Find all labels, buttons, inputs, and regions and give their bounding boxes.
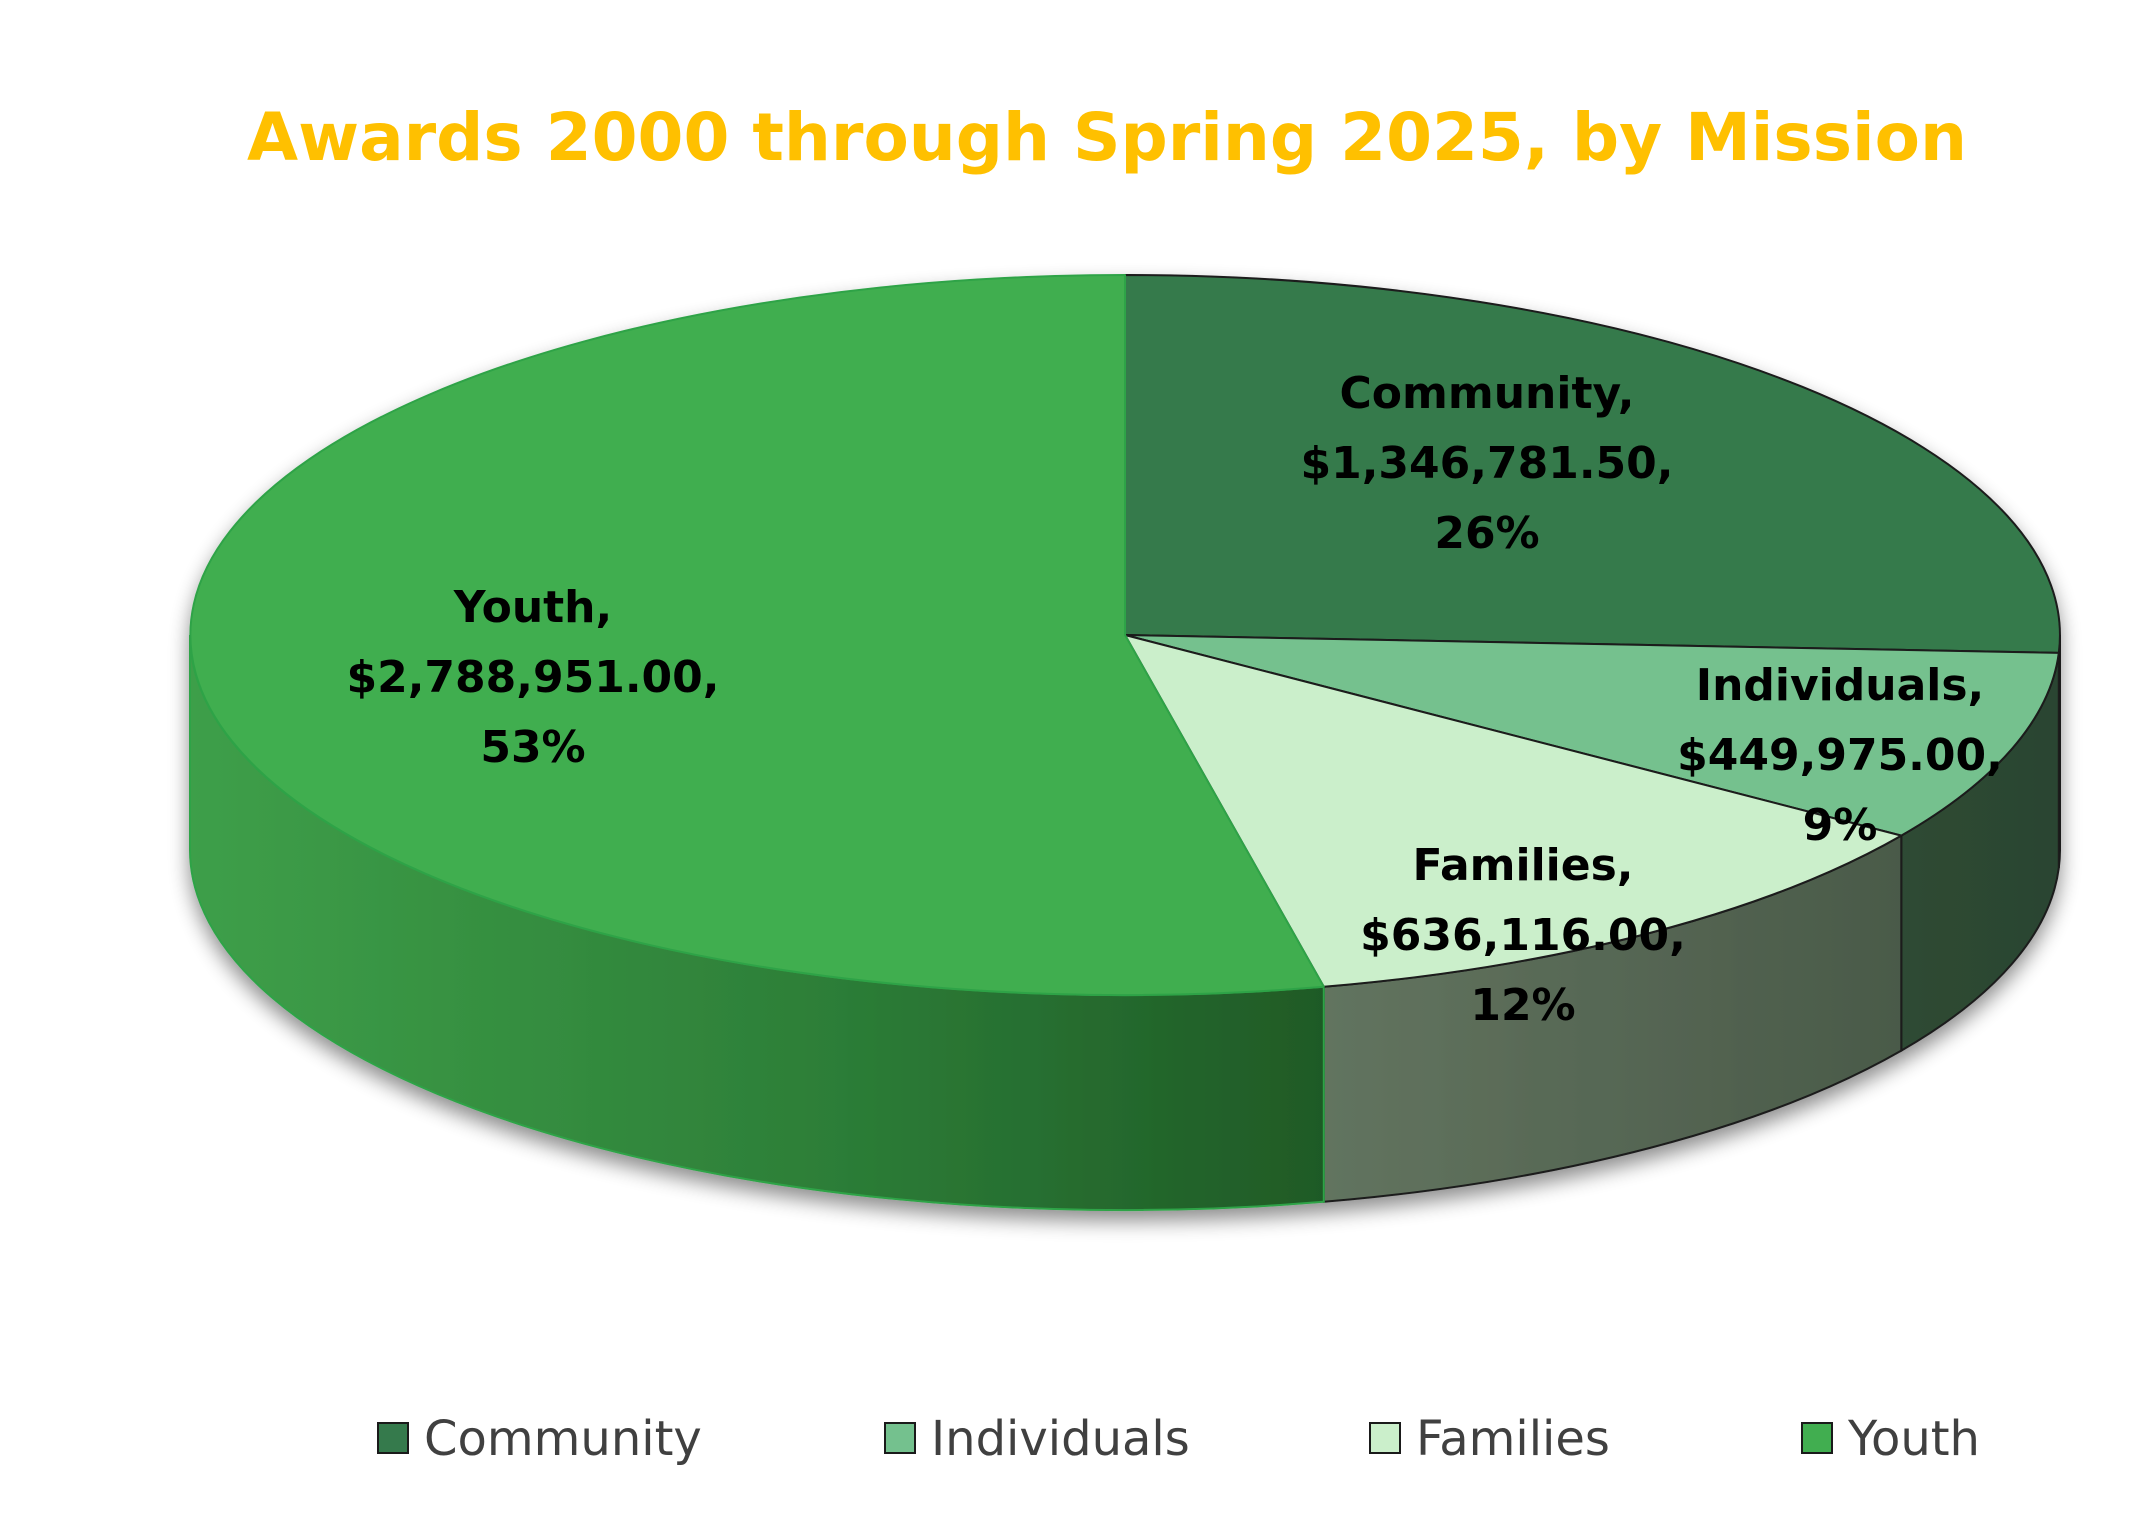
value-label: $636,116.00,: [1360, 910, 1686, 961]
slice-individuals: [1124, 634, 2060, 837]
chart-title: Awards 2000 through Spring 2025, by Miss…: [247, 99, 1967, 176]
legend-item-community: Community: [377, 1411, 702, 1467]
value-label: $2,788,951.00,: [346, 652, 719, 703]
percent-label: 26%: [1434, 508, 1539, 559]
legend-label: Youth: [1847, 1411, 1980, 1467]
legend-swatch: [884, 1422, 916, 1454]
data-label-families: Families, $636,116.00, 12%: [1360, 840, 1686, 1031]
pie-group: [189, 274, 2061, 1212]
data-label-individuals: Individuals, $449,975.00, 9%: [1677, 660, 2003, 851]
legend-swatch: [377, 1422, 409, 1454]
percent-label: 9%: [1803, 800, 1878, 851]
category-label: Youth,: [453, 582, 612, 633]
slice-families: [1124, 634, 1903, 988]
percent-label: 53%: [480, 722, 585, 773]
category-label: Community,: [1340, 368, 1635, 419]
value-label: $1,346,781.50,: [1300, 438, 1673, 489]
slice-community: [1124, 274, 2061, 654]
data-label-community: Community, $1,346,781.50, 26%: [1300, 368, 1673, 559]
legend-swatch: [1801, 1422, 1833, 1454]
legend: Community Individuals Families Youth: [377, 1411, 1980, 1467]
legend-label: Families: [1416, 1411, 1610, 1467]
legend-label: Community: [424, 1411, 702, 1467]
legend-item-families: Families: [1369, 1411, 1610, 1467]
legend-label: Individuals: [931, 1411, 1190, 1467]
category-label: Families,: [1412, 840, 1633, 891]
data-label-youth: Youth, $2,788,951.00, 53%: [346, 582, 719, 773]
percent-label: 12%: [1470, 980, 1575, 1031]
slice-labels: Community, $1,346,781.50, 26% Individuals, $…: [346, 368, 2002, 1031]
slice-youth: [189, 274, 1325, 996]
value-label: $449,975.00,: [1677, 730, 2003, 781]
legend-swatch: [1369, 1422, 1401, 1454]
legend-item-youth: Youth: [1801, 1411, 1980, 1467]
legend-item-individuals: Individuals: [884, 1411, 1190, 1467]
category-label: Individuals,: [1696, 660, 1985, 711]
